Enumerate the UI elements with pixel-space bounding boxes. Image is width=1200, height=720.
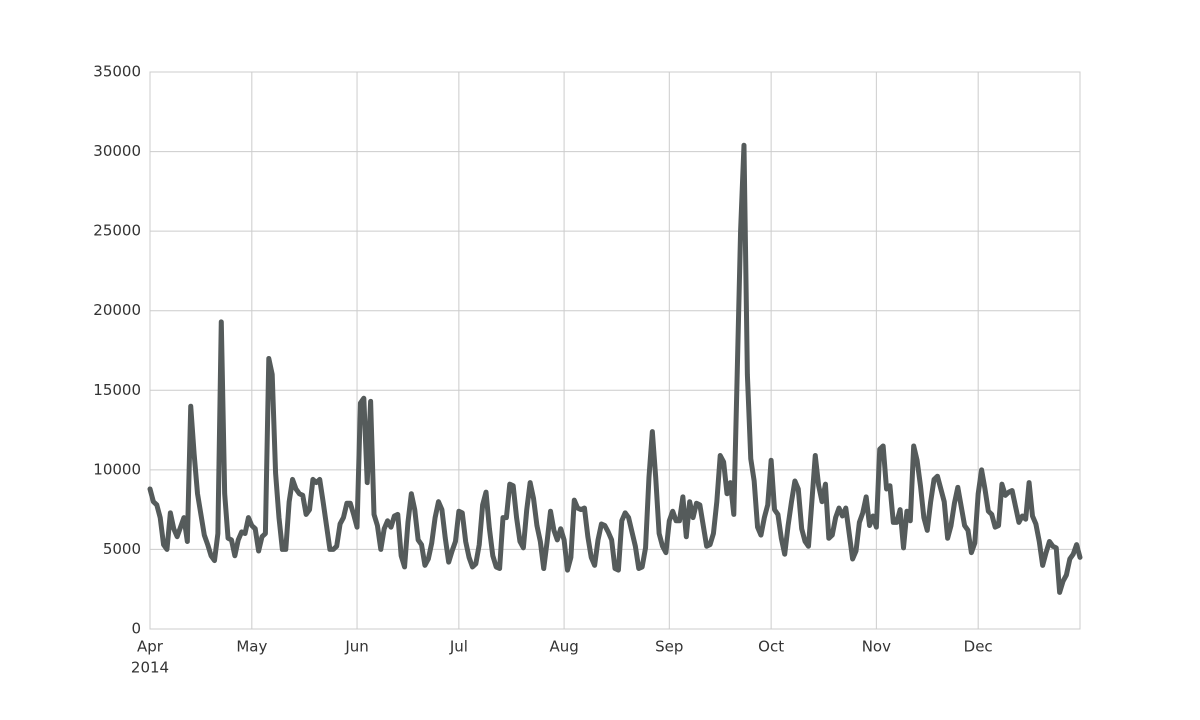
plot-frame bbox=[149, 71, 1081, 630]
x-tick-label: Sep bbox=[655, 638, 683, 656]
y-tick-label: 25000 bbox=[93, 222, 141, 240]
y-tick-label: 20000 bbox=[93, 301, 141, 319]
x-tick-label: Aug bbox=[549, 638, 578, 656]
y-tick-label: 5000 bbox=[103, 540, 141, 558]
x-tick-label: Jul bbox=[449, 638, 468, 656]
x-tick-label: Dec bbox=[964, 638, 993, 656]
y-tick-label: 15000 bbox=[93, 381, 141, 399]
line-series bbox=[147, 142, 1083, 595]
y-tick-label: 35000 bbox=[93, 63, 141, 81]
y-tick-label: 0 bbox=[131, 620, 141, 638]
x-tick-label: Apr bbox=[137, 638, 164, 656]
x-tick-label: Nov bbox=[862, 638, 891, 656]
x-tick-label: Jun bbox=[344, 638, 368, 656]
x-tick-sublabel: 2014 bbox=[131, 659, 169, 677]
x-tick-label: May bbox=[236, 638, 267, 656]
y-tick-label: 10000 bbox=[93, 460, 141, 478]
y-tick-label: 30000 bbox=[93, 142, 141, 160]
x-tick-label: Oct bbox=[758, 638, 784, 656]
